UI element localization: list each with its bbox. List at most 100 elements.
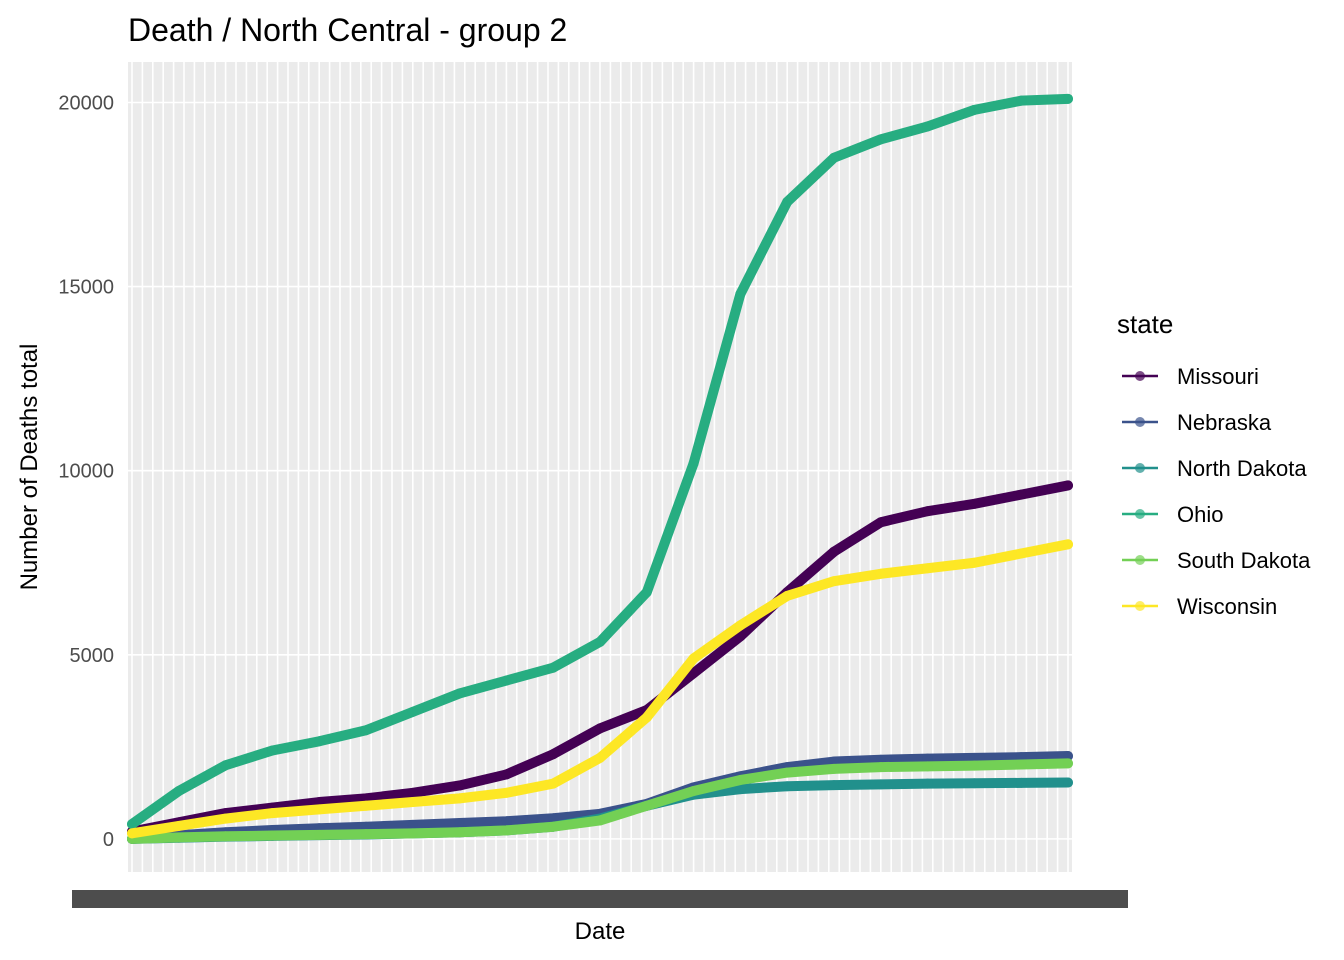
legend-label: South Dakota — [1177, 548, 1311, 573]
data-point — [501, 787, 512, 798]
series-wisconsin — [127, 539, 1073, 839]
legend-item: South Dakota — [1122, 548, 1311, 573]
legend-key-point — [1135, 463, 1145, 473]
data-point — [829, 546, 839, 557]
data-point — [641, 587, 652, 598]
data-point — [688, 653, 699, 664]
legend-key-point — [1135, 555, 1145, 565]
data-point — [454, 688, 465, 699]
data-point — [875, 134, 886, 145]
data-point — [595, 752, 605, 763]
legend-item: Wisconsin — [1122, 594, 1277, 619]
legend-label: Ohio — [1177, 502, 1223, 527]
legend-label: Missouri — [1177, 364, 1259, 389]
data-point — [1063, 93, 1073, 104]
data-point — [127, 828, 137, 839]
data-point — [829, 152, 839, 163]
data-point — [548, 662, 559, 673]
legend-label: North Dakota — [1177, 456, 1307, 481]
data-point — [688, 668, 699, 679]
data-point — [548, 778, 559, 789]
data-point — [361, 829, 371, 840]
data-point — [173, 832, 184, 843]
data-point — [314, 829, 325, 840]
data-point — [173, 820, 184, 831]
series-layer — [127, 93, 1073, 844]
x-axis-tick-labels — [72, 890, 1128, 908]
y-axis: 0 5000 10000 15000 20000 — [58, 93, 114, 851]
data-point — [454, 780, 465, 791]
data-point — [1016, 777, 1027, 788]
data-point — [922, 563, 933, 574]
data-point — [688, 458, 699, 469]
data-point — [922, 761, 933, 772]
data-point — [735, 288, 746, 299]
y-tick-label: 5000 — [70, 645, 115, 667]
data-point — [1016, 548, 1027, 559]
legend-label: Nebraska — [1177, 410, 1272, 435]
data-point — [267, 830, 278, 841]
data-point — [407, 828, 418, 839]
data-point — [688, 786, 699, 796]
data-point — [220, 813, 231, 824]
y-tick-label: 0 — [103, 829, 114, 851]
data-point — [1063, 758, 1073, 769]
data-point — [875, 517, 886, 528]
legend-key-point — [1135, 509, 1145, 519]
data-point — [501, 825, 512, 836]
data-point — [501, 675, 512, 686]
data-point — [969, 557, 980, 568]
data-point — [735, 774, 746, 785]
data-point — [220, 760, 231, 771]
data-point — [361, 725, 371, 736]
chart-title: Death / North Central - group 2 — [128, 12, 567, 48]
data-point — [595, 636, 605, 647]
data-point — [782, 781, 793, 792]
data-point — [595, 723, 605, 734]
y-tick-label: 20000 — [58, 93, 114, 115]
data-point — [782, 767, 793, 778]
data-point — [1016, 95, 1027, 106]
series-south-dakota — [127, 758, 1073, 844]
data-point — [969, 104, 980, 115]
data-point — [829, 780, 839, 791]
legend-key-point — [1135, 417, 1145, 427]
legend-title: state — [1117, 309, 1173, 339]
data-point — [782, 590, 793, 601]
data-point — [548, 813, 559, 824]
data-point — [641, 800, 652, 811]
data-point — [548, 749, 559, 760]
data-point — [829, 763, 839, 774]
data-point — [1063, 480, 1073, 491]
data-point — [922, 778, 933, 789]
data-point — [173, 786, 184, 796]
data-point — [922, 121, 933, 132]
data-point — [969, 760, 980, 771]
data-point — [407, 819, 418, 830]
data-point — [407, 797, 418, 808]
data-point — [595, 815, 605, 826]
data-point — [407, 787, 418, 798]
data-point — [782, 196, 793, 207]
y-tick-label: 10000 — [58, 461, 114, 483]
data-point — [735, 784, 746, 795]
data-point — [314, 736, 325, 747]
data-point — [407, 706, 418, 717]
legend-key-point — [1135, 371, 1145, 381]
data-point — [735, 631, 746, 642]
data-point — [969, 498, 980, 509]
data-point — [127, 819, 137, 830]
data-point — [829, 576, 839, 587]
x-tick-labels-overplotted — [72, 890, 1128, 908]
data-point — [1016, 489, 1027, 500]
data-point — [361, 800, 371, 811]
data-point — [454, 793, 465, 804]
data-point — [220, 831, 231, 842]
data-point — [501, 769, 512, 780]
data-point — [267, 745, 278, 756]
data-point — [267, 808, 278, 819]
data-point — [1063, 777, 1073, 788]
y-tick-label: 15000 — [58, 277, 114, 299]
y-axis-title: Number of Deaths total — [16, 344, 43, 591]
